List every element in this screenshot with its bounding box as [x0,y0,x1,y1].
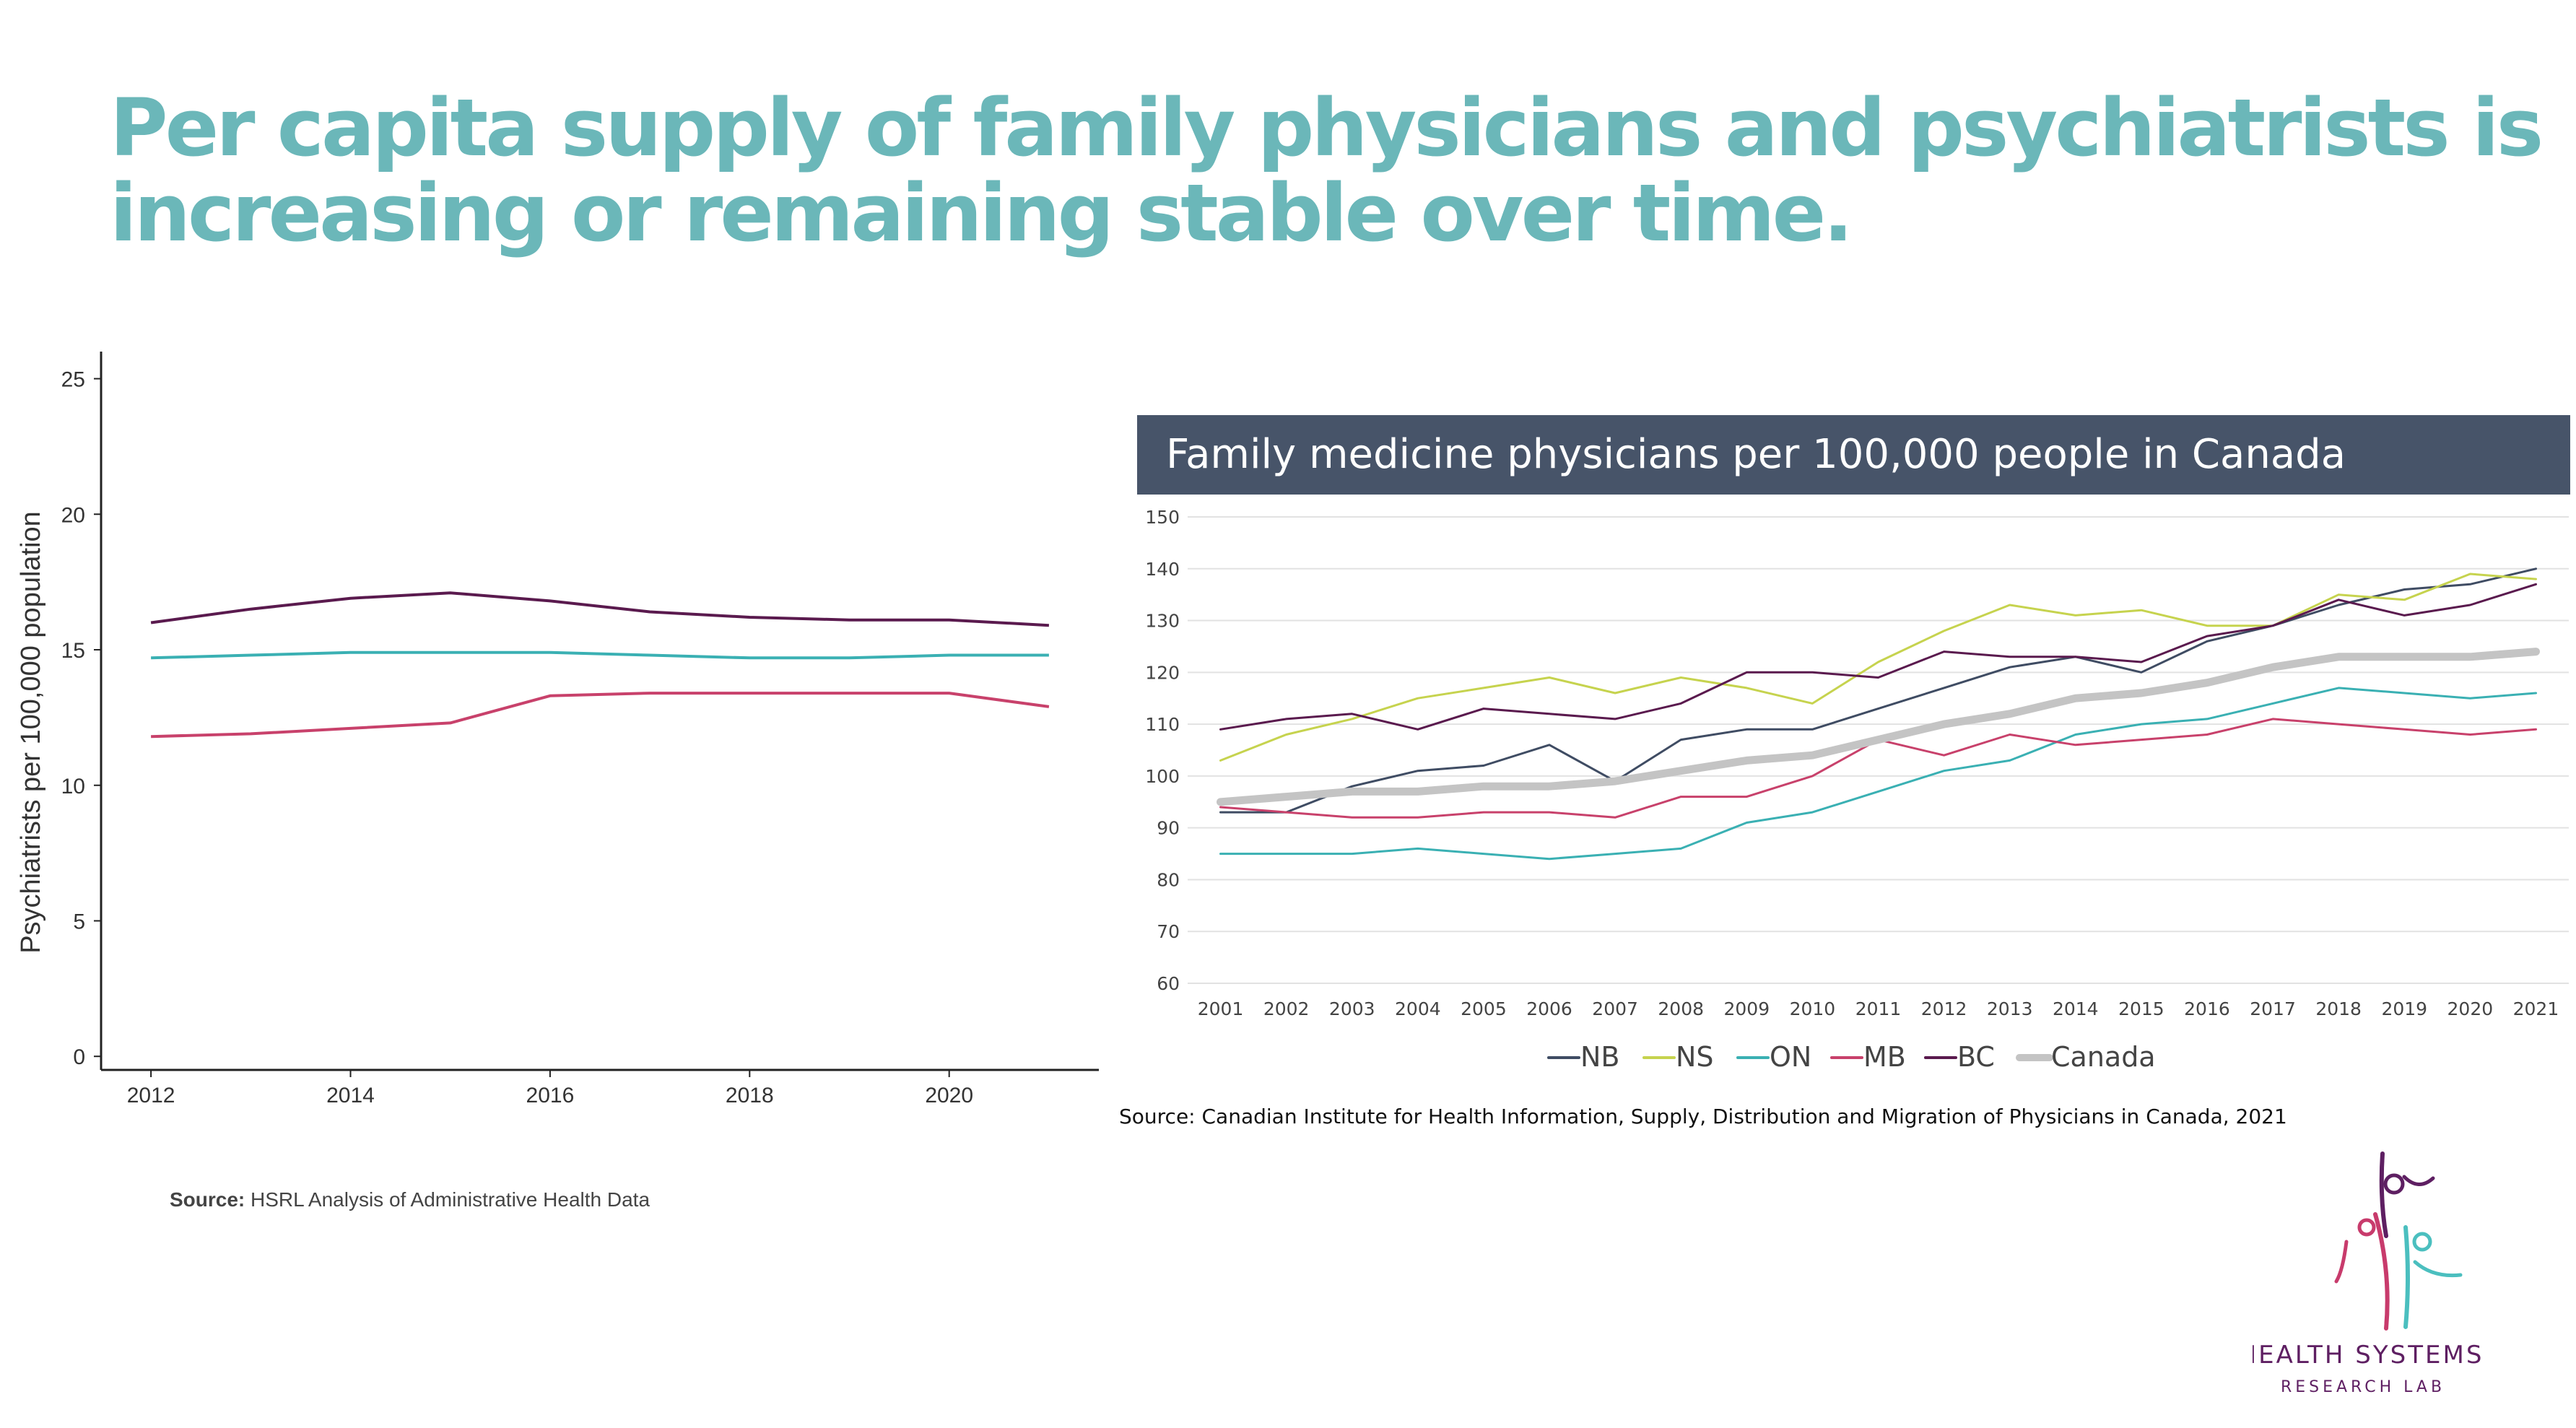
series-line-bc [1219,583,2537,731]
y-tick-label: 70 [1157,921,1180,942]
x-tick-label: 2003 [1329,998,1375,1019]
y-tick-label: 150 [1145,507,1180,528]
x-tick-label: 2005 [1461,998,1507,1019]
x-tick-label: 2002 [1263,998,1310,1019]
x-tick-label: 2004 [1395,998,1441,1019]
left-source-label: Source: [170,1188,245,1211]
x-tick-label: 2021 [2513,998,2559,1019]
x-tick-label: 2016 [2184,998,2230,1019]
logo-line-1: HEALTH SYSTEMS [2253,1341,2484,1370]
legend-label-canada: Canada [2051,1041,2156,1073]
y-tick-label: 140 [1145,559,1180,580]
x-tick-label: 2007 [1592,998,1638,1019]
x-tick-label: 2020 [2447,998,2494,1019]
x-tick-label: 2011 [1855,998,1902,1019]
page-title: Per capita supply of family physicians a… [110,82,2544,259]
left-source-note: Source: HSRL Analysis of Administrative … [170,1188,650,1211]
legend-label-on: ON [1770,1041,1811,1073]
y-tick-label: 5 [73,910,85,933]
x-tick-label: 2016 [526,1084,575,1105]
legend-label-ns: NS [1676,1041,1714,1073]
psychiatrists-chart: 0 5 10 15 20 25 2012 2014 2016 2018 2020 Psychiatri… [16,352,1099,1105]
page-title-line-1: Per capita supply of family physicians a… [110,82,2544,174]
right-source-note: Source: Canadian Institute for Health In… [1119,1105,2287,1128]
y-tick-label: 120 [1145,662,1180,683]
x-tick-label: 2006 [1526,998,1572,1019]
page-title-line-2: increasing or remaining stable over time… [110,167,1853,259]
series-line-3 [151,692,1050,739]
logo-line-2: RESEARCH LAB [2281,1378,2445,1396]
y-tick-label: 90 [1157,818,1180,839]
y-tick-label: 110 [1145,714,1180,735]
legend-label-nb: NB [1580,1041,1620,1073]
x-tick-label: 2008 [1658,998,1704,1019]
legend-label-bc: BC [1957,1041,1995,1073]
series-line-canada [1217,648,2540,806]
series-line-on [1219,687,2537,861]
x-tick-label: 2014 [326,1084,375,1105]
left-source-text: HSRL Analysis of Administrative Health D… [245,1188,650,1211]
x-tick-label: 2014 [2053,998,2099,1019]
y-tick-label: 10 [61,775,85,798]
series-line-1 [150,591,1050,627]
y-axis-title: Psychiatrists per 100,000 population [16,511,46,954]
y-tick-label: 20 [61,503,85,527]
y-tick-label: 130 [1145,611,1180,632]
legend-label-mb: MB [1863,1041,1906,1073]
x-tick-label: 2015 [2118,998,2164,1019]
x-tick-label: 2010 [1790,998,1836,1019]
y-tick-label: 60 [1157,973,1180,994]
right-chart-title: Family medicine physicians per 100,000 p… [1137,415,2570,495]
x-tick-label: 2018 [2315,998,2362,1019]
y-tick-label: 0 [73,1045,85,1069]
y-tick-label: 15 [61,639,85,663]
y-tick-label: 80 [1157,869,1180,890]
x-tick-label: 2009 [1723,998,1770,1019]
x-tick-label: 2012 [1921,998,1967,1019]
series-line-2 [151,650,1049,660]
y-tick-label: 25 [61,368,85,392]
series-line-ns [1219,572,2537,762]
x-tick-label: 2001 [1198,998,1244,1019]
x-tick-label: 2020 [925,1084,973,1105]
x-tick-label: 2017 [2250,998,2296,1019]
x-tick-label: 2019 [2381,998,2427,1019]
x-tick-label: 2012 [127,1084,175,1105]
series-line-nb [1219,567,2537,814]
y-tick-label: 100 [1145,766,1180,787]
series-line-mb [1219,718,2537,819]
logo-figures-icon [2334,1151,2463,1331]
x-tick-label: 2018 [726,1084,774,1105]
x-tick-label: 2013 [1987,998,2033,1019]
family-physicians-chart: 60 70 80 90 100 110 120 130 140 150 2001 2002 2003 20… [1145,507,2569,1073]
health-systems-research-lab-logo: HEALTH SYSTEMS RESEARCH LAB [2253,1151,2484,1396]
